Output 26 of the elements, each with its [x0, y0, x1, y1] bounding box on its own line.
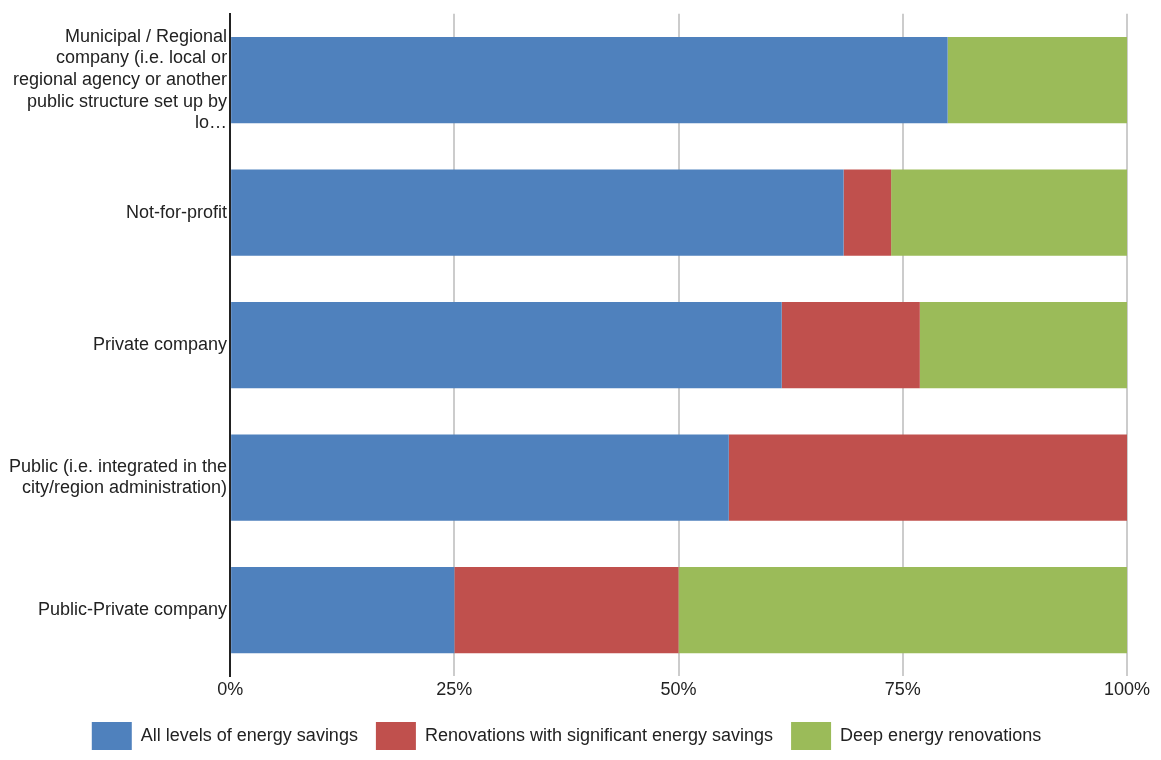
x-tick-label: 75% — [884, 679, 921, 700]
bar — [919, 302, 1127, 389]
bar — [454, 567, 679, 654]
bar — [891, 169, 1127, 256]
y-tick-label: Municipal / Regional company (i.e. local or regional agency or another public structure set up by lo… — [12, 25, 228, 133]
bar — [231, 169, 844, 256]
bar — [231, 434, 729, 521]
legend-label: Deep energy renovations — [840, 724, 1042, 745]
y-tick-label: Public (i.e. integrated in the city/region administration) — [8, 455, 228, 498]
legend-label: Renovations with significant energy savings — [424, 724, 774, 745]
bar — [843, 169, 892, 256]
legend-label: All levels of energy savings — [140, 724, 358, 745]
y-tick-label: Private company — [93, 334, 228, 355]
bar — [728, 434, 1127, 521]
y-tick-label: Public-Private company — [38, 599, 228, 620]
x-tick-label: 0% — [217, 679, 244, 700]
bar — [678, 567, 1127, 654]
x-tick-label: 50% — [660, 679, 697, 700]
bar — [781, 302, 920, 389]
bar — [231, 36, 948, 124]
bar — [231, 302, 782, 389]
bar — [231, 567, 455, 654]
y-tick-label: Not-for-profit — [126, 201, 228, 222]
x-tick-label: 100% — [1103, 679, 1151, 700]
bar — [947, 36, 1127, 124]
x-tick-label: 25% — [436, 679, 473, 700]
